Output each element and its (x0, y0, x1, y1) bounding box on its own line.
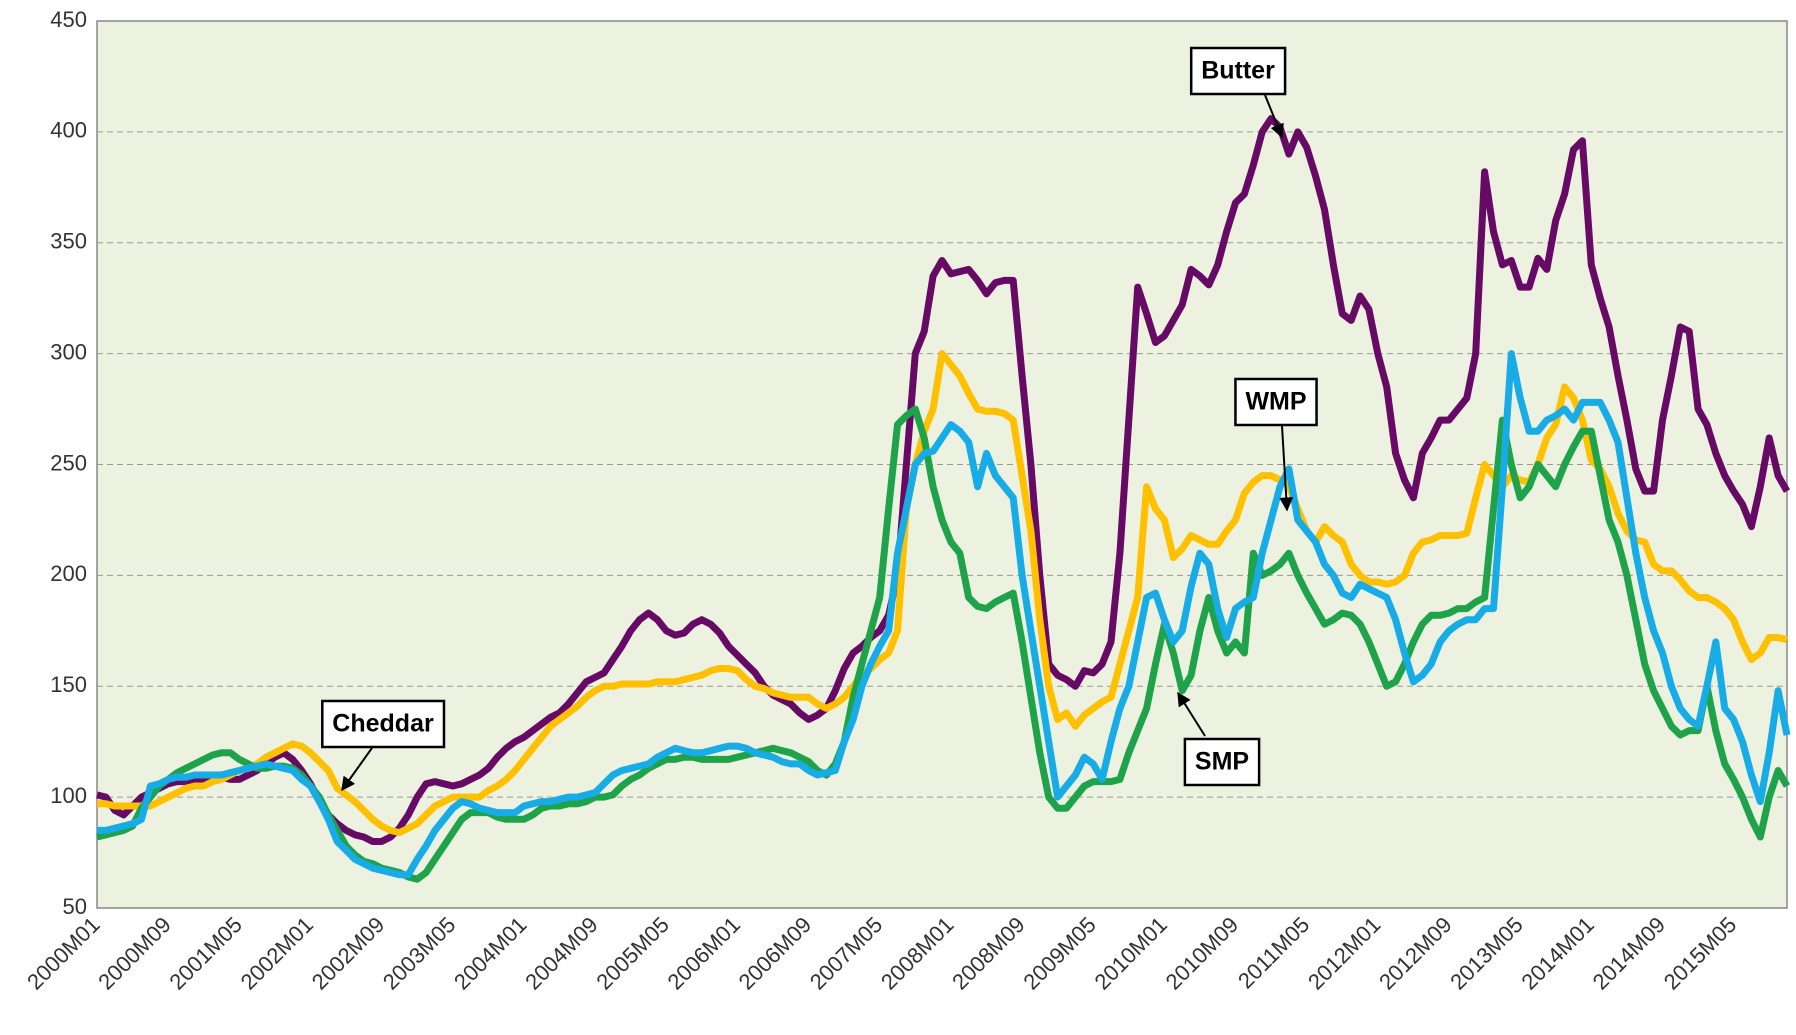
x-tick-label: 2002M01 (236, 912, 319, 995)
x-tick-label: 2012M01 (1303, 912, 1386, 995)
x-tick-label: 2010M09 (1161, 912, 1244, 995)
callout-box (1189, 46, 1287, 96)
x-tick-label: 2004M01 (449, 912, 532, 995)
x-tick-label: 2002M09 (307, 912, 390, 995)
x-tick-label: 2000M01 (22, 912, 105, 995)
y-tick-label: 400 (50, 118, 87, 143)
x-tick-label: 2014M01 (1516, 912, 1599, 995)
x-tick-label: 2008M09 (947, 912, 1030, 995)
x-tick-label: 2006M09 (734, 912, 817, 995)
series-line (96, 115, 1791, 845)
y-tick-label: 250 (50, 450, 87, 475)
y-tick-label: 100 (50, 783, 87, 808)
callout-arrow (1279, 425, 1294, 512)
x-tick-label: 2005M05 (591, 912, 674, 995)
series-line (97, 350, 1791, 879)
x-tick-label: 2008M01 (876, 912, 959, 995)
y-tick-label: 50 (63, 894, 87, 919)
callout-box (321, 699, 446, 749)
y-tick-label: 150 (50, 672, 87, 697)
y-tick-label: 350 (50, 229, 87, 254)
callout-arrow (1264, 94, 1284, 139)
callout-box (1234, 377, 1318, 427)
callout-label: Cheddar (332, 710, 434, 738)
callout-label: Butter (1201, 57, 1275, 85)
callout-box (1183, 737, 1261, 787)
x-tick-label: 2007M05 (805, 912, 888, 995)
x-tick-label: 2014M09 (1588, 912, 1671, 995)
x-tick-label: 2006M01 (663, 912, 746, 995)
x-tick-label: 2012M09 (1374, 912, 1457, 995)
x-tick-label: 2010M01 (1089, 912, 1172, 995)
x-tick-label: 2000M09 (93, 912, 176, 995)
x-tick-label: 2011M05 (1233, 912, 1314, 993)
callout-label: WMP (1245, 388, 1306, 416)
x-tick-label: 2001M05 (164, 912, 247, 995)
x-tick-label: 2003M05 (378, 912, 461, 995)
x-tick-label: 2004M09 (520, 912, 603, 995)
x-tick-label: 2015M05 (1659, 912, 1742, 995)
y-tick-label: 450 (50, 7, 87, 32)
x-tick-label: 2013M05 (1445, 912, 1528, 995)
y-tick-label: 300 (50, 339, 87, 364)
y-tick-label: 200 (50, 561, 87, 586)
callout-arrow (1177, 691, 1206, 737)
callout-arrow (341, 747, 373, 792)
callout-label: SMP (1195, 748, 1249, 776)
x-tick-label: 2009M05 (1018, 912, 1101, 995)
